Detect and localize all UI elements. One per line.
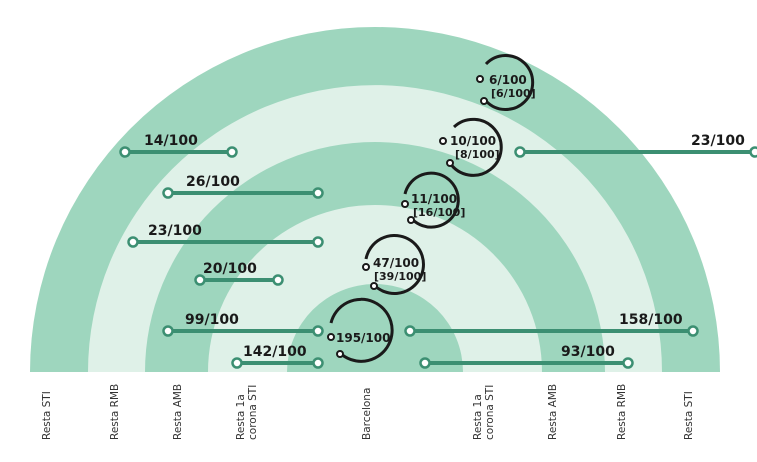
node	[194, 274, 206, 286]
dot	[439, 137, 447, 145]
node	[272, 274, 284, 286]
zone-label-resta-sti-right: Resta STI	[683, 391, 695, 440]
node	[312, 357, 324, 369]
node	[231, 357, 243, 369]
circle-ratio-label: 10/100	[450, 134, 496, 148]
dot	[480, 97, 488, 105]
line-end-nodes	[119, 146, 757, 369]
zone-label-1a-corona-right: Resta 1a corona STI	[472, 385, 496, 440]
circle-subratio-label: [6/100]	[491, 87, 536, 100]
dot	[362, 263, 370, 271]
ratio-label: 14/100	[144, 133, 198, 149]
zone-labels: Resta STI Resta RMB Resta AMB Resta 1a c…	[41, 384, 695, 440]
zone-label-line: corona STI	[247, 385, 259, 440]
semicircle-bands	[30, 27, 720, 372]
circle-ratio-label: 195/100	[336, 331, 390, 345]
zone-label-line: corona STI	[484, 385, 496, 440]
dot	[336, 350, 344, 358]
node	[687, 325, 699, 337]
spiral-end-dots	[327, 75, 488, 358]
zone-label-barcelona: Barcelona	[361, 388, 373, 440]
node	[514, 146, 526, 158]
node	[162, 325, 174, 337]
node	[404, 325, 416, 337]
spiral-circle-195	[329, 297, 394, 363]
node	[312, 325, 324, 337]
ratio-label: 93/100	[561, 344, 615, 360]
spiral-circle-10	[448, 117, 503, 177]
ratio-label: 158/100	[619, 312, 683, 328]
zone-label-line: Resta 1a	[235, 394, 247, 440]
ratio-label: 20/100	[203, 261, 257, 277]
flow-lines	[125, 150, 755, 365]
circle-labels: 6/100 [6/100] 10/100 [8/100] 11/100 [16/…	[336, 73, 536, 345]
band-barcelona	[287, 284, 463, 372]
ratio-label: 23/100	[148, 223, 202, 239]
node	[127, 236, 139, 248]
dot	[407, 216, 415, 224]
spiral-circle-47	[364, 233, 425, 295]
zone-label-resta-rmb-right: Resta RMB	[616, 384, 628, 440]
circle-subratio-label: [8/100]	[455, 148, 500, 161]
circle-subratio-label: [16/100]	[413, 206, 465, 219]
spiral-circle-6	[484, 54, 535, 111]
ratio-label: 26/100	[186, 174, 240, 190]
dot	[401, 200, 409, 208]
node	[312, 187, 324, 199]
zone-label-resta-amb-left: Resta AMB	[172, 384, 184, 440]
node	[226, 146, 238, 158]
node	[622, 357, 634, 369]
node	[312, 236, 324, 248]
dot	[370, 282, 378, 290]
circle-ratio-label: 47/100	[373, 256, 419, 270]
node	[749, 146, 757, 158]
internal-flow-circles	[329, 54, 535, 363]
dot	[446, 159, 454, 167]
ratio-label: 142/100	[243, 344, 307, 360]
node	[119, 146, 131, 158]
zone-label-resta-sti-left: Resta STI	[41, 391, 53, 440]
circle-ratio-label: 6/100	[489, 73, 527, 87]
zone-label-line: Resta 1a	[472, 394, 484, 440]
zone-label-resta-amb-right: Resta AMB	[547, 384, 559, 440]
ratio-label: 23/100	[691, 133, 745, 149]
flow-labels: 14/100 26/100 23/100 20/100 99/100 142/1…	[144, 133, 745, 360]
ratio-label: 99/100	[185, 312, 239, 328]
zone-label-resta-rmb-left: Resta RMB	[109, 384, 121, 440]
node	[162, 187, 174, 199]
circle-subratio-label: [39/100]	[374, 270, 426, 283]
circle-ratio-label: 11/100	[411, 192, 457, 206]
node	[419, 357, 431, 369]
spiral-circle-11	[403, 171, 460, 229]
dot	[476, 75, 484, 83]
zone-label-1a-corona-left: Resta 1a corona STI	[235, 385, 259, 440]
dot	[327, 333, 335, 341]
